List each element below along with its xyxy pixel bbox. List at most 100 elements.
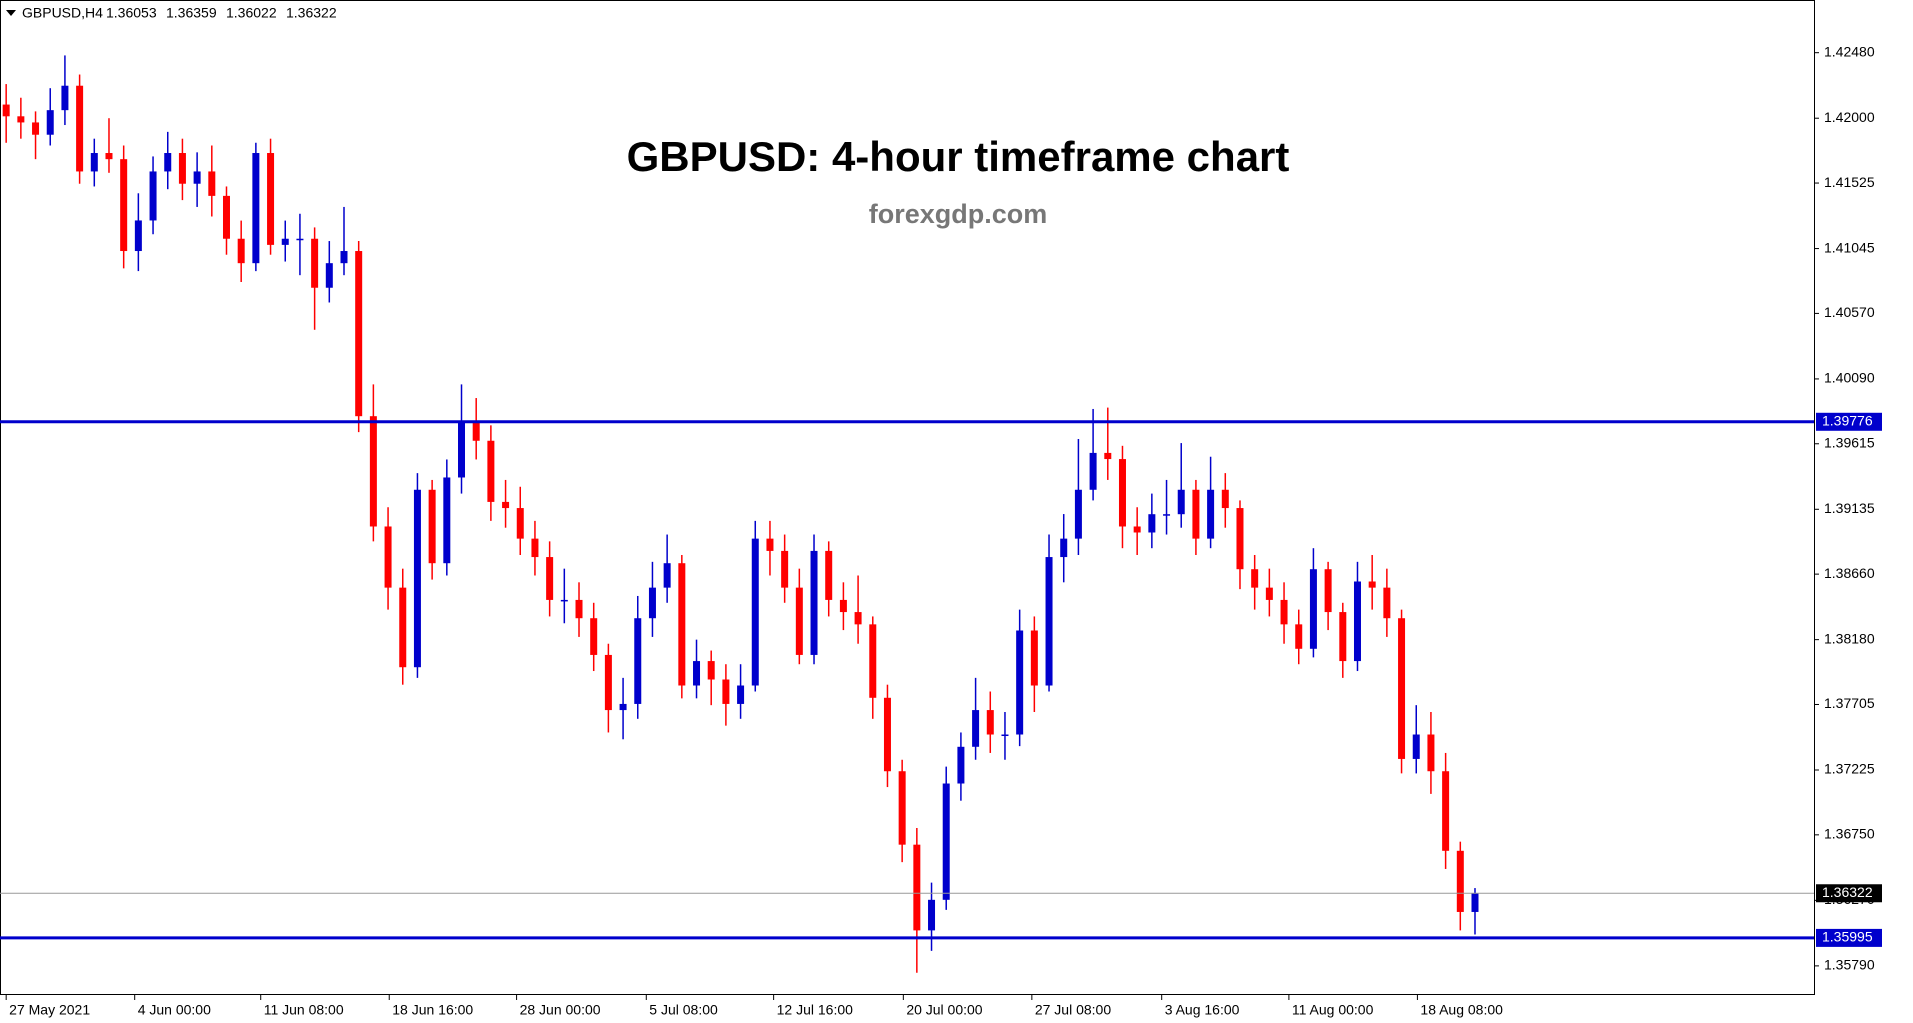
candle-body bbox=[1016, 630, 1024, 735]
level-label: 1.39776 bbox=[1822, 412, 1873, 428]
candle-body bbox=[458, 422, 466, 478]
candle-body bbox=[1192, 489, 1200, 539]
x-tick-label: 20 Jul 00:00 bbox=[906, 1002, 982, 1018]
y-tick-label: 1.40090 bbox=[1824, 370, 1875, 386]
y-tick-label: 1.41525 bbox=[1824, 174, 1875, 190]
x-tick-label: 12 Jul 16:00 bbox=[777, 1002, 853, 1018]
plot-frame bbox=[0, 0, 1815, 995]
candle-body bbox=[678, 563, 686, 686]
candle-body bbox=[369, 416, 377, 527]
level-label: 1.35995 bbox=[1822, 929, 1873, 945]
header-low: 1.36022 bbox=[226, 5, 277, 21]
candle-body bbox=[707, 661, 715, 680]
candle-body bbox=[839, 599, 847, 613]
x-tick-label: 11 Aug 00:00 bbox=[1292, 1002, 1374, 1018]
last-price-box bbox=[1816, 884, 1882, 903]
candle-body bbox=[1280, 599, 1288, 625]
candle-body bbox=[340, 251, 348, 264]
candle-body bbox=[1236, 508, 1244, 570]
candle-body bbox=[619, 703, 627, 711]
candle-body bbox=[443, 477, 451, 564]
x-tick-label: 27 May 2021 bbox=[9, 1002, 90, 1018]
candle-body bbox=[222, 195, 230, 239]
candle-body bbox=[795, 587, 803, 655]
candle-body bbox=[869, 624, 877, 698]
candle-body bbox=[46, 110, 54, 135]
candle-body bbox=[854, 612, 862, 625]
candle-body bbox=[972, 710, 980, 747]
candle-body bbox=[1104, 452, 1112, 460]
header-open: 1.36053 bbox=[106, 5, 157, 21]
candle-body bbox=[17, 116, 25, 123]
candle-body bbox=[90, 153, 98, 172]
candle-body bbox=[178, 153, 186, 184]
candle-body bbox=[693, 661, 701, 686]
header-high: 1.36359 bbox=[166, 5, 217, 21]
candle-body bbox=[575, 599, 583, 619]
y-tick-label: 1.37225 bbox=[1824, 761, 1875, 777]
candle-body bbox=[61, 85, 69, 111]
candle-body bbox=[105, 153, 113, 160]
candle-body bbox=[1427, 734, 1435, 772]
x-tick-label: 5 Jul 08:00 bbox=[649, 1002, 718, 1018]
candle-body bbox=[1118, 459, 1126, 527]
candle-body bbox=[781, 550, 789, 588]
candle-body bbox=[898, 771, 906, 845]
y-tick-label: 1.35790 bbox=[1824, 957, 1875, 973]
chart-subtitle: forexgdp.com bbox=[869, 199, 1048, 229]
x-tick-label: 27 Jul 08:00 bbox=[1035, 1002, 1111, 1018]
header-close: 1.36322 bbox=[286, 5, 337, 21]
y-tick-label: 1.37705 bbox=[1824, 695, 1875, 711]
candle-body bbox=[942, 783, 950, 900]
candle-body bbox=[399, 587, 407, 668]
candle-body bbox=[1265, 587, 1273, 600]
candle-body bbox=[648, 587, 656, 619]
candle-body bbox=[384, 526, 392, 588]
candle-body bbox=[913, 844, 921, 931]
candle-body bbox=[1030, 630, 1038, 686]
candle-body bbox=[1074, 489, 1082, 539]
candle-body bbox=[957, 746, 965, 784]
candle-body bbox=[487, 440, 495, 502]
candle-body bbox=[986, 710, 994, 735]
candle-body bbox=[1089, 452, 1097, 490]
x-tick-label: 18 Jun 16:00 bbox=[392, 1002, 473, 1018]
candle-body bbox=[883, 697, 891, 772]
candle-body bbox=[663, 563, 671, 588]
candle-body bbox=[120, 159, 128, 252]
candle-body bbox=[1207, 489, 1215, 539]
candle-body bbox=[825, 550, 833, 600]
header-symbol: GBPUSD,H4 bbox=[22, 5, 103, 21]
candle-body bbox=[413, 489, 421, 668]
candle-body bbox=[634, 618, 642, 704]
candle-body bbox=[1309, 569, 1317, 649]
candle-body bbox=[1163, 514, 1171, 516]
candle-body bbox=[267, 153, 275, 245]
y-tick-label: 1.40570 bbox=[1824, 304, 1875, 320]
candle-body bbox=[355, 251, 363, 417]
candle-body bbox=[1383, 587, 1391, 619]
chart-title: GBPUSD: 4-hour timeframe chart bbox=[627, 133, 1290, 180]
candle-body bbox=[428, 489, 436, 564]
candle-body bbox=[1368, 581, 1376, 588]
candle-body bbox=[1060, 538, 1068, 558]
candle-body bbox=[751, 538, 759, 686]
menu-arrow bbox=[6, 10, 16, 16]
candle-body bbox=[810, 550, 818, 655]
candle-body bbox=[1412, 734, 1420, 759]
candle-body bbox=[1295, 624, 1303, 649]
candle-body bbox=[1045, 557, 1053, 686]
candle-body bbox=[1456, 850, 1464, 912]
candle-body bbox=[1148, 514, 1156, 533]
candle-body bbox=[766, 538, 774, 551]
candle-body bbox=[296, 238, 304, 241]
candle-body bbox=[1339, 612, 1347, 662]
y-tick-label: 1.41045 bbox=[1824, 239, 1875, 255]
candle-body bbox=[502, 501, 510, 509]
candle-body bbox=[1442, 771, 1450, 851]
candle-body bbox=[164, 153, 172, 172]
candle-body bbox=[2, 104, 10, 117]
candle-body bbox=[737, 685, 745, 704]
candle-body bbox=[1221, 489, 1229, 509]
